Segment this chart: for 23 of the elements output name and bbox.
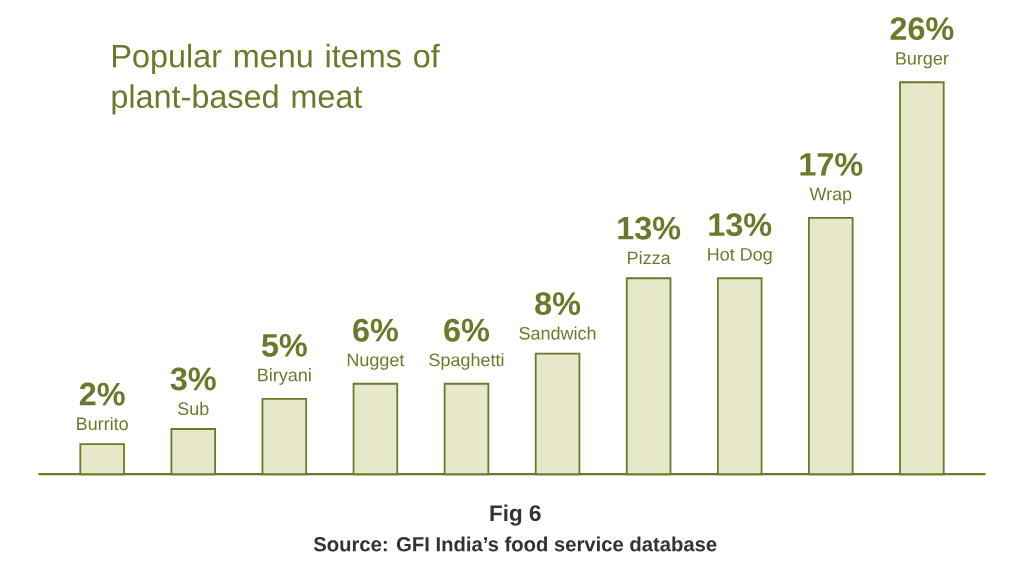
x-tick-label: Burger bbox=[896, 52, 949, 69]
x-tick-label: Sub bbox=[178, 401, 209, 416]
data-label: 5% bbox=[261, 333, 307, 357]
x-tick-label: Burrito bbox=[77, 416, 128, 431]
data-label: 17% bbox=[800, 152, 863, 176]
x-tick-label: Hot Dog bbox=[708, 248, 772, 265]
x-tick-label: Biryani bbox=[258, 368, 311, 385]
data-label: 13% bbox=[709, 213, 772, 237]
data-label: 2% bbox=[79, 382, 125, 406]
data-label: 26% bbox=[890, 17, 954, 41]
data-label: 6% bbox=[444, 318, 490, 342]
data-label: 3% bbox=[170, 367, 216, 391]
x-tick-label: Spaghetti bbox=[429, 353, 504, 370]
caption: Fig 6 bbox=[490, 504, 541, 526]
x-tick-label: Wrap bbox=[809, 187, 852, 204]
data-label: 6% bbox=[353, 318, 398, 342]
data-label: 13% bbox=[618, 216, 681, 240]
chart-title: Popular menu items of plant-based meat bbox=[112, 43, 440, 115]
data-label: 8% bbox=[535, 292, 581, 316]
x-tick-label: Nugget bbox=[347, 353, 405, 370]
x-tick-label: Sandwich bbox=[519, 326, 596, 340]
x-tick-label: Pizza bbox=[628, 251, 671, 265]
source-note: Source: GFI India’s food service database bbox=[313, 536, 717, 552]
